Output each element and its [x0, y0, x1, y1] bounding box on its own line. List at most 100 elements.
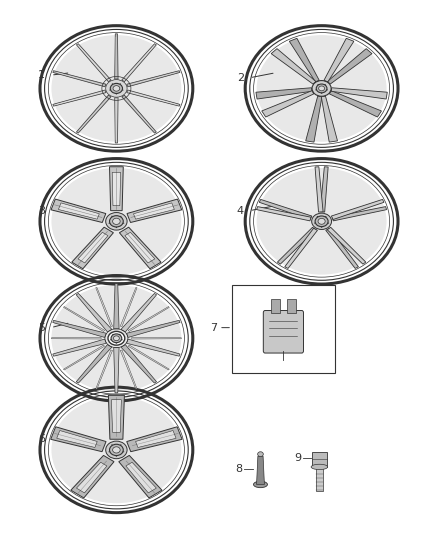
- Ellipse shape: [120, 83, 121, 85]
- Ellipse shape: [112, 83, 113, 85]
- Polygon shape: [127, 320, 180, 337]
- Polygon shape: [53, 71, 106, 87]
- Ellipse shape: [314, 223, 315, 224]
- Polygon shape: [121, 345, 156, 383]
- Polygon shape: [120, 227, 161, 269]
- Polygon shape: [127, 71, 180, 87]
- Polygon shape: [58, 203, 99, 219]
- Polygon shape: [324, 38, 354, 82]
- Polygon shape: [320, 167, 328, 212]
- Polygon shape: [115, 98, 118, 143]
- Ellipse shape: [312, 213, 332, 230]
- Polygon shape: [120, 350, 137, 389]
- Ellipse shape: [318, 219, 325, 224]
- Polygon shape: [136, 431, 176, 448]
- Bar: [287, 300, 296, 313]
- Polygon shape: [72, 227, 113, 269]
- Ellipse shape: [116, 93, 117, 94]
- Ellipse shape: [51, 285, 181, 392]
- Polygon shape: [127, 90, 180, 106]
- Ellipse shape: [110, 216, 123, 227]
- Bar: [232, 285, 335, 373]
- Polygon shape: [285, 228, 318, 269]
- Polygon shape: [51, 199, 106, 222]
- Ellipse shape: [116, 456, 117, 457]
- Polygon shape: [127, 199, 182, 222]
- Polygon shape: [128, 345, 170, 370]
- Ellipse shape: [258, 452, 263, 457]
- Polygon shape: [134, 203, 174, 219]
- Polygon shape: [111, 400, 121, 432]
- Polygon shape: [96, 287, 113, 327]
- Ellipse shape: [116, 227, 117, 228]
- Polygon shape: [327, 227, 366, 264]
- Polygon shape: [331, 88, 387, 99]
- Polygon shape: [290, 38, 319, 82]
- Ellipse shape: [311, 464, 328, 470]
- Polygon shape: [51, 337, 101, 339]
- Polygon shape: [115, 34, 118, 79]
- Ellipse shape: [321, 227, 322, 228]
- Polygon shape: [122, 44, 156, 82]
- Bar: [316, 466, 323, 491]
- Polygon shape: [262, 91, 314, 117]
- Ellipse shape: [113, 218, 120, 224]
- Text: 3: 3: [38, 206, 45, 216]
- Polygon shape: [53, 90, 106, 106]
- Ellipse shape: [325, 84, 326, 85]
- Polygon shape: [125, 232, 155, 263]
- Polygon shape: [127, 339, 180, 356]
- Polygon shape: [315, 167, 323, 212]
- Polygon shape: [110, 167, 123, 211]
- Ellipse shape: [113, 447, 120, 453]
- Polygon shape: [327, 49, 372, 84]
- Polygon shape: [277, 227, 316, 264]
- Ellipse shape: [51, 35, 181, 142]
- Polygon shape: [259, 199, 312, 220]
- FancyBboxPatch shape: [263, 311, 304, 353]
- Polygon shape: [271, 49, 316, 84]
- Ellipse shape: [110, 90, 111, 91]
- Bar: [312, 452, 327, 467]
- Polygon shape: [126, 462, 156, 493]
- Bar: [271, 300, 280, 313]
- Polygon shape: [112, 172, 120, 206]
- Polygon shape: [128, 306, 170, 332]
- Polygon shape: [108, 395, 124, 439]
- Ellipse shape: [315, 90, 317, 91]
- Ellipse shape: [123, 223, 124, 224]
- Ellipse shape: [318, 84, 319, 85]
- Polygon shape: [127, 427, 182, 451]
- Ellipse shape: [312, 80, 331, 96]
- Ellipse shape: [257, 35, 387, 142]
- Polygon shape: [321, 96, 338, 142]
- Polygon shape: [257, 456, 265, 484]
- Polygon shape: [51, 427, 106, 451]
- Ellipse shape: [110, 83, 123, 93]
- Polygon shape: [326, 228, 358, 269]
- Polygon shape: [132, 337, 181, 339]
- Text: 1: 1: [38, 70, 45, 80]
- Ellipse shape: [316, 84, 327, 93]
- Ellipse shape: [119, 334, 120, 335]
- Ellipse shape: [315, 216, 328, 227]
- Polygon shape: [121, 294, 156, 332]
- Ellipse shape: [109, 451, 110, 453]
- Polygon shape: [256, 88, 312, 99]
- Ellipse shape: [111, 445, 113, 446]
- Ellipse shape: [110, 445, 123, 456]
- Ellipse shape: [106, 79, 127, 97]
- Ellipse shape: [257, 168, 387, 274]
- Ellipse shape: [326, 90, 328, 91]
- Ellipse shape: [51, 168, 181, 274]
- Ellipse shape: [254, 481, 268, 488]
- Ellipse shape: [116, 343, 117, 344]
- Ellipse shape: [109, 223, 110, 224]
- Ellipse shape: [325, 216, 326, 217]
- Ellipse shape: [319, 86, 325, 91]
- Polygon shape: [77, 462, 107, 493]
- Text: 5: 5: [38, 322, 45, 333]
- Text: 4: 4: [237, 206, 244, 216]
- Polygon shape: [332, 199, 384, 220]
- Polygon shape: [306, 96, 322, 142]
